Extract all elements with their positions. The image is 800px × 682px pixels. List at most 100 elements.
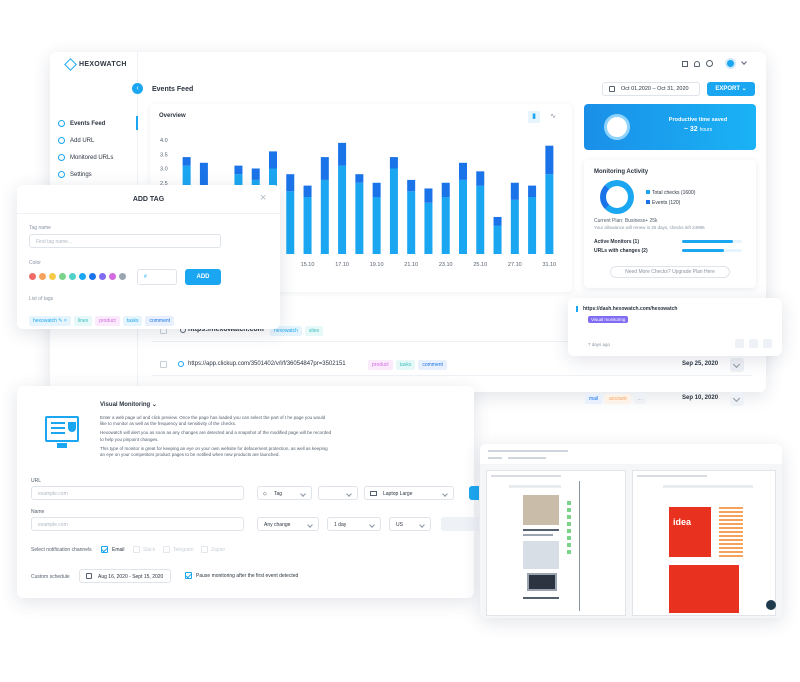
bar-segment[interactable] [286, 174, 295, 192]
chevron-down-icon[interactable]: ⌄ [151, 402, 157, 408]
bar[interactable] [389, 168, 398, 255]
bar-segment[interactable] [251, 168, 260, 180]
line-chart-toggle-icon[interactable]: ∿ [550, 113, 556, 120]
preview-button[interactable] [469, 486, 479, 500]
bar-segment[interactable] [493, 216, 502, 226]
bar[interactable] [355, 182, 364, 254]
chevron-down-icon[interactable] [741, 59, 747, 65]
grid-icon[interactable] [682, 60, 688, 67]
bar-segment[interactable] [389, 157, 398, 169]
sidebar-item-monitored-urls[interactable]: Monitored URLs [58, 154, 113, 161]
table-row[interactable]: https://app.clickup.com/3501402/v/l/f/36… [152, 354, 752, 376]
device-select[interactable]: Laptop Large [364, 486, 454, 500]
bar[interactable] [441, 197, 450, 254]
tag-chip-hexowatch[interactable]: hexowatch ✎ × [29, 316, 71, 326]
tag-chip[interactable]: ... [633, 394, 646, 404]
edit-icon[interactable]: ✎ [58, 318, 63, 324]
color-swatch[interactable] [49, 273, 56, 280]
bar[interactable] [286, 191, 295, 254]
row-expand-button[interactable] [730, 392, 744, 406]
pause-checkbox[interactable] [185, 572, 192, 579]
bar-segment[interactable] [372, 182, 381, 197]
delete-icon[interactable] [735, 339, 744, 348]
help-icon[interactable] [706, 60, 713, 67]
schedule-date-input[interactable]: Aug 16, 2020 - Sept 15, 2020 [79, 569, 171, 583]
tag-chip[interactable]: mail [585, 394, 603, 404]
telegram-checkbox[interactable] [163, 546, 170, 553]
tag-chip[interactable]: comment [145, 316, 175, 326]
bar[interactable] [528, 197, 537, 254]
color-swatch[interactable] [79, 273, 86, 280]
bar-segment[interactable] [510, 182, 519, 200]
table-row[interactable]: mail account... Sep 10, 2020 [152, 388, 752, 410]
bar[interactable] [545, 174, 554, 254]
date-range-picker[interactable]: Oct 01,2020 – Oct 31, 2020 [602, 82, 700, 96]
tag-select[interactable]: ◇ Tag [257, 486, 312, 500]
bar[interactable] [303, 197, 312, 254]
row-url[interactable]: https://hexowatch.com [188, 326, 264, 333]
frequency-select[interactable]: 1 day [327, 517, 381, 531]
bar[interactable] [338, 165, 347, 254]
bar-chart-toggle-icon[interactable]: ▮ [528, 111, 540, 123]
url-input[interactable]: example.com [31, 486, 244, 500]
drag-handle-icon[interactable] [576, 306, 578, 312]
add-tag-button[interactable]: ADD [185, 269, 221, 285]
bar[interactable] [476, 185, 485, 254]
bar-segment[interactable] [199, 162, 208, 192]
tag-chip[interactable]: comment [418, 360, 447, 370]
screenshot-left[interactable] [486, 470, 626, 616]
tag-chip[interactable]: tasks [122, 316, 143, 326]
bar[interactable] [424, 202, 433, 254]
bar[interactable] [493, 225, 502, 255]
bar-segment[interactable] [303, 185, 312, 197]
sidebar-item-settings[interactable]: Settings [58, 171, 92, 178]
row-checkbox[interactable] [160, 361, 167, 368]
bar[interactable] [320, 179, 329, 254]
color-swatch[interactable] [59, 273, 66, 280]
link-icon[interactable] [763, 339, 772, 348]
change-type-select[interactable]: Any change [257, 517, 319, 531]
slack-checkbox[interactable] [133, 546, 140, 553]
color-swatch[interactable] [29, 273, 36, 280]
tag-chip[interactable]: lines [73, 316, 93, 326]
copy-icon[interactable] [749, 339, 758, 348]
logo[interactable]: HEXOWATCH [64, 58, 127, 71]
bar-segment[interactable] [459, 162, 467, 180]
tag-chip[interactable]: tasks [395, 360, 416, 370]
color-swatch[interactable] [109, 273, 116, 280]
bar-segment[interactable] [528, 185, 537, 197]
zapier-checkbox[interactable] [201, 546, 208, 553]
email-checkbox[interactable] [101, 546, 108, 553]
table-row[interactable]: https://hexowatch.com hexowatch sites [152, 320, 576, 342]
bar-segment[interactable] [269, 151, 277, 169]
color-swatch[interactable] [39, 273, 46, 280]
bar[interactable] [407, 191, 416, 254]
color-swatch[interactable] [89, 273, 96, 280]
row-url[interactable]: https://app.clickup.com/3501402/v/l/f/36… [188, 361, 346, 367]
sidebar-item-events-feed[interactable]: Events Feed [58, 120, 105, 127]
export-button[interactable]: EXPORT ⌄ [707, 82, 755, 96]
bar-segment[interactable] [424, 188, 433, 203]
row-expand-button[interactable] [730, 358, 744, 372]
bar-segment[interactable] [545, 145, 554, 175]
bar-segment[interactable] [182, 157, 191, 166]
bar-segment[interactable] [441, 182, 450, 197]
preview-url[interactable]: https://dash.hexowatch.com/hexowatch [583, 306, 678, 312]
sidebar-item-add-url[interactable]: Add URL [58, 137, 94, 144]
tag-chip[interactable]: product [95, 316, 120, 326]
hex-color-input[interactable]: # [137, 269, 177, 285]
tag-chip[interactable]: product [368, 360, 393, 370]
color-swatch[interactable] [99, 273, 106, 280]
save-button[interactable] [441, 517, 479, 531]
close-icon[interactable]: × [63, 318, 67, 324]
color-swatch[interactable] [119, 273, 126, 280]
bar[interactable] [459, 179, 467, 254]
tag-name-input[interactable]: Find tag name... [29, 234, 221, 248]
upgrade-plan-button[interactable]: Need More Checks? Upgrade Plan Here [610, 266, 730, 278]
bell-icon[interactable] [694, 60, 700, 67]
bar-segment[interactable] [234, 165, 243, 175]
color-swatch[interactable] [69, 273, 76, 280]
name-input[interactable]: example.com [31, 517, 244, 531]
tag-chip[interactable]: sites [304, 326, 324, 336]
bar[interactable] [510, 199, 519, 254]
